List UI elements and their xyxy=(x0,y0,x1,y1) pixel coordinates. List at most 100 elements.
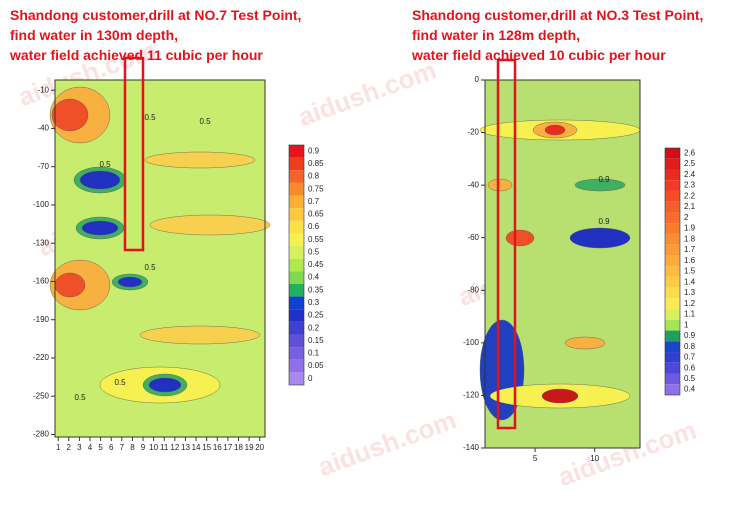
x-tick-label: 1 xyxy=(56,443,61,452)
colorbar-label: 0.9 xyxy=(308,146,320,155)
contour-label: 0.9 xyxy=(598,175,610,184)
colorbar-label: 0 xyxy=(308,374,313,383)
contour-region xyxy=(148,377,182,393)
colorbar-swatch xyxy=(289,258,304,272)
contour-label: 0.5 xyxy=(144,263,156,272)
contour-label: 0.5 xyxy=(199,117,211,126)
colorbar-label: 1.9 xyxy=(684,224,696,233)
y-tick-label: -140 xyxy=(463,443,480,452)
colorbar-swatch xyxy=(289,182,304,196)
y-tick-label: -70 xyxy=(37,162,49,171)
colorbar-swatch xyxy=(665,190,680,202)
colorbar-label: 0.2 xyxy=(308,323,320,332)
contour-region xyxy=(149,214,271,236)
y-tick-label: -160 xyxy=(33,277,50,286)
y-tick-label: -100 xyxy=(463,338,480,347)
colorbar-label: 1.7 xyxy=(684,245,696,254)
y-tick-label: -40 xyxy=(37,124,49,133)
contour-region xyxy=(144,151,256,169)
caption-line: find water in 130m depth, xyxy=(10,27,178,43)
colorbar-swatch xyxy=(289,359,304,373)
colorbar-label: 0.4 xyxy=(308,273,320,282)
colorbar-label: 1.3 xyxy=(684,288,696,297)
x-tick-label: 7 xyxy=(120,443,125,452)
contour-region xyxy=(54,272,86,298)
x-tick-label: 3 xyxy=(77,443,82,452)
colorbar-label: 1.1 xyxy=(684,310,696,319)
colorbar-label: 0.5 xyxy=(308,247,320,256)
contour-region xyxy=(564,336,606,350)
colorbar-label: 0.75 xyxy=(308,184,324,193)
colorbar-frame xyxy=(664,147,681,396)
colorbar-label: 1.4 xyxy=(684,277,696,286)
colorbar-swatch xyxy=(665,341,680,353)
colorbar-label: 0.35 xyxy=(308,285,324,294)
x-tick-label: 11 xyxy=(160,443,169,452)
x-tick-label: 6 xyxy=(109,443,114,452)
y-tick-label: -220 xyxy=(33,353,50,362)
colorbar-label: 2.1 xyxy=(684,202,696,211)
colorbar-swatch xyxy=(665,255,680,267)
y-tick-label: -280 xyxy=(33,430,50,439)
colorbar-label: 0.45 xyxy=(308,260,324,269)
colorbar-label: 0.6 xyxy=(684,363,696,372)
colorbar-swatch xyxy=(665,233,680,245)
colorbar-frame xyxy=(288,144,305,386)
colorbar-swatch xyxy=(665,352,680,363)
plot-frame xyxy=(484,79,641,449)
x-tick-label: 14 xyxy=(192,443,201,452)
colorbar-label: 1.2 xyxy=(684,299,696,308)
colorbar-swatch xyxy=(289,347,304,360)
x-tick-label: 10 xyxy=(149,443,158,452)
colorbar-swatch xyxy=(665,309,680,320)
colorbar-label: 0.55 xyxy=(308,235,324,244)
highlight-box xyxy=(496,58,517,430)
colorbar-swatch xyxy=(665,266,680,277)
colorbar-label: 0.05 xyxy=(308,361,324,370)
colorbar-swatch xyxy=(289,309,304,322)
colorbar-label: 1 xyxy=(684,320,689,329)
colorbar-label: 2.3 xyxy=(684,181,696,190)
colorbar-swatch xyxy=(665,319,680,331)
x-tick-label: 17 xyxy=(223,443,232,452)
colorbar-swatch xyxy=(289,283,304,297)
x-tick-label: 18 xyxy=(234,443,243,452)
x-tick-label: 5 xyxy=(533,454,538,463)
colorbar-swatch xyxy=(665,201,680,213)
colorbar-swatch xyxy=(665,148,680,159)
contour-label: 0.5 xyxy=(99,160,111,169)
caption-line: water field achieved 10 cubic per hour xyxy=(411,47,666,63)
colorbar-label: 2.6 xyxy=(684,148,696,157)
colorbar-swatch xyxy=(289,372,304,385)
y-tick-label: -250 xyxy=(33,391,50,400)
colorbar-label: 1.8 xyxy=(684,234,696,243)
y-tick-label: -10 xyxy=(37,85,49,94)
colorbar-label: 0.6 xyxy=(308,222,320,231)
colorbar-label: 2.4 xyxy=(684,170,696,179)
contour-region xyxy=(139,325,261,345)
contour-region xyxy=(574,178,626,192)
colorbar-swatch xyxy=(665,330,680,342)
y-tick-label: -60 xyxy=(467,233,479,242)
colorbar-swatch xyxy=(289,296,304,310)
colorbar-label: 0.1 xyxy=(308,349,320,358)
colorbar-label: 0.9 xyxy=(684,331,696,340)
plot-frame xyxy=(54,79,266,438)
x-tick-label: 5 xyxy=(98,443,103,452)
colorbar-swatch xyxy=(289,195,304,209)
caption-line: Shandong customer,drill at NO.7 Test Poi… xyxy=(10,7,301,23)
colorbar-label: 0.65 xyxy=(308,210,324,219)
x-tick-label: 12 xyxy=(170,443,179,452)
y-tick-label: -130 xyxy=(33,238,50,247)
x-tick-label: 8 xyxy=(130,443,135,452)
x-tick-label: 20 xyxy=(255,443,264,452)
x-tick-label: 10 xyxy=(590,454,599,463)
y-tick-label: -80 xyxy=(467,285,479,294)
colorbar-label: 1.6 xyxy=(684,256,696,265)
contour-region xyxy=(541,388,579,404)
x-tick-label: 16 xyxy=(213,443,222,452)
colorbar-swatch xyxy=(665,373,680,385)
colorbar-swatch xyxy=(289,220,304,234)
